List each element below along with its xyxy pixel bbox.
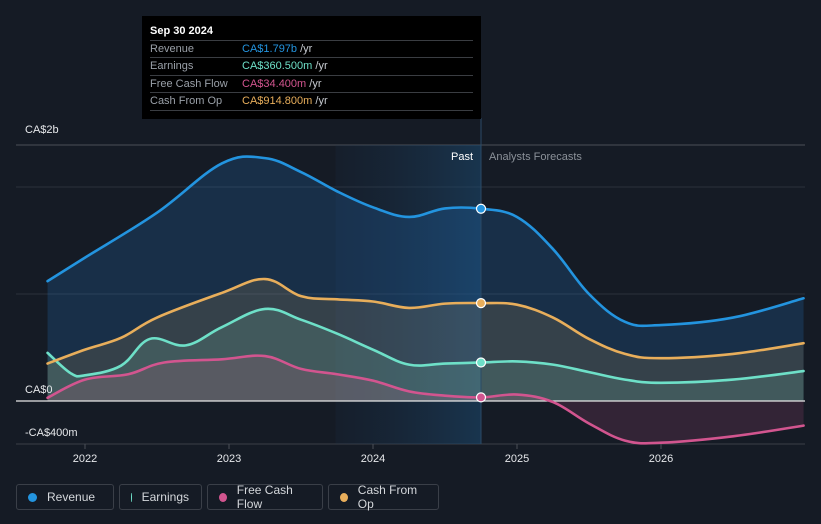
x-tick-label: 2023 <box>217 453 241 465</box>
line-free-cash-flow <box>46 354 805 445</box>
x-axis: 2022 2023 2024 2025 2026 <box>73 444 673 465</box>
series-areas <box>47 156 804 444</box>
past-label: Past <box>451 151 473 163</box>
marker-free-cash-flow <box>475 392 487 403</box>
line-earnings <box>46 307 805 385</box>
legend-dot-icon <box>131 492 132 502</box>
legend: Revenue Earnings Free Cash Flow Cash Fro… <box>16 483 439 512</box>
tooltip-unit: /yr <box>312 60 328 72</box>
x-tick-label: 2024 <box>361 453 385 465</box>
highlight-markers <box>475 203 487 403</box>
y-tick-label: -CA$400m <box>25 427 78 439</box>
tooltip-row-free-cash-flow: Free Cash Flow CA$34.400m /yr <box>150 75 473 93</box>
past-region-shade <box>335 145 481 444</box>
tooltip-row-revenue: Revenue CA$1.797b /yr <box>150 40 473 58</box>
y-axis-labels: CA$2b CA$0 -CA$400m <box>25 124 78 439</box>
area-free-cash-flow <box>47 355 804 444</box>
tooltip-unit: /yr <box>297 43 313 55</box>
legend-dot-icon <box>28 492 37 502</box>
legend-item-earnings[interactable]: Earnings <box>119 484 202 510</box>
x-tick-label: 2022 <box>73 453 97 465</box>
tooltip-unit: /yr <box>306 78 322 90</box>
legend-item-revenue[interactable]: Revenue <box>16 484 114 510</box>
tooltip-row-earnings: Earnings CA$360.500m /yr <box>150 57 473 75</box>
tooltip-label: Cash From Op <box>150 95 223 107</box>
tooltip-label: Earnings <box>150 60 194 72</box>
y-tick-label: CA$2b <box>25 124 59 136</box>
legend-item-cash-from-op[interactable]: Cash From Op <box>328 483 439 511</box>
area-revenue <box>47 156 804 401</box>
y-tick-label: CA$0 <box>25 384 53 396</box>
tooltip-label: Free Cash Flow <box>150 78 228 90</box>
analysts-forecasts-label: Analysts Forecasts <box>489 151 582 163</box>
tooltip-label: Revenue <box>150 43 195 55</box>
tooltip-value: CA$34.400m <box>242 78 307 90</box>
legend-item-free-cash-flow[interactable]: Free Cash Flow <box>207 483 323 511</box>
series-lines <box>46 155 805 445</box>
x-tick-label: 2025 <box>505 453 529 465</box>
x-tick-label: 2026 <box>649 453 673 465</box>
legend-label: Cash From Op <box>357 483 418 511</box>
legend-label: Revenue <box>47 490 96 504</box>
tooltip-unit: /yr <box>312 95 328 107</box>
legend-dot-icon <box>219 492 227 502</box>
legend-label: Free Cash Flow <box>236 483 293 511</box>
tooltip-date: Sep 30 2024 <box>150 25 213 37</box>
marker-cash-from-op <box>475 297 487 309</box>
line-revenue <box>46 155 805 328</box>
tooltip-value: CA$1.797b <box>242 43 298 55</box>
area-cash-from-op <box>47 278 804 401</box>
tooltip-row-cash-from-op: Cash From Op CA$914.800m /yr <box>150 92 473 111</box>
tooltip-value: CA$914.800m <box>242 95 313 107</box>
marker-earnings <box>475 357 487 368</box>
legend-dot-icon <box>340 492 348 502</box>
legend-label: Earnings <box>141 490 189 504</box>
marker-revenue <box>475 203 487 214</box>
line-cash-from-op <box>46 277 805 365</box>
tooltip-value: CA$360.500m <box>242 60 313 72</box>
tooltip: Sep 30 2024 Revenue CA$1.797b /yr Earnin… <box>142 16 481 119</box>
